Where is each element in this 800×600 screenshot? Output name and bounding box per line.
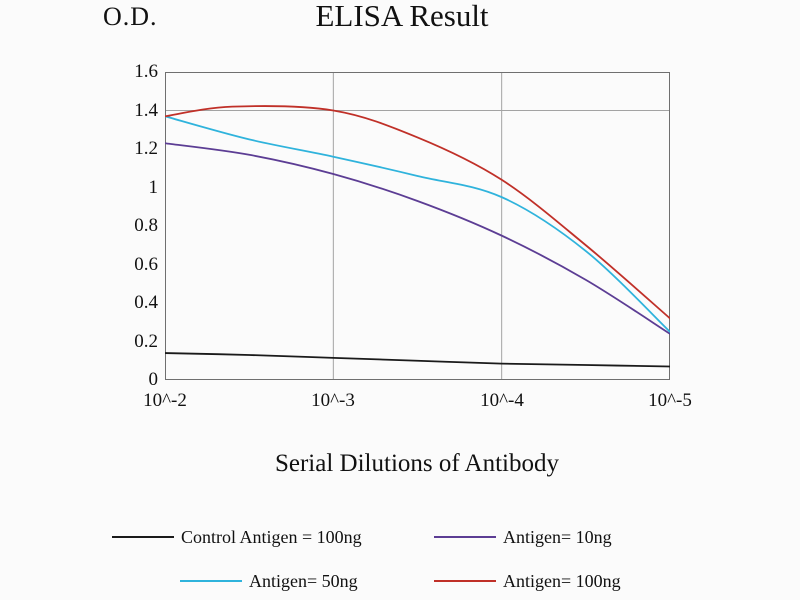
legend-line-sample-control — [112, 536, 174, 538]
legend-line-sample-50ng — [180, 580, 242, 582]
legend-label: Control Antigen = 100ng — [181, 526, 362, 547]
legend-label: Antigen= 100ng — [503, 570, 621, 591]
x-axis-title: Serial Dilutions of Antibody — [274, 450, 560, 477]
legend-item: Antigen= 100ng — [434, 569, 621, 593]
y-axis-unit-label: O.D. — [103, 2, 158, 31]
legend-item: Antigen= 10ng — [434, 525, 612, 549]
legend-label: Antigen= 50ng — [249, 570, 358, 591]
legend-item: Control Antigen = 100ng — [112, 525, 362, 549]
y-tick-label: 1.4 — [134, 99, 158, 121]
y-tick-label: 0.2 — [134, 330, 158, 352]
x-tick-label: 10^-3 — [311, 390, 355, 411]
y-tick-label: 0.6 — [134, 253, 158, 275]
chart-title: ELISA Result — [315, 0, 489, 33]
x-tick-label: 10^-2 — [143, 390, 187, 411]
y-tick-label: 1.2 — [134, 138, 158, 159]
y-tick-label: 1.6 — [134, 61, 158, 82]
legend-item: Antigen= 50ng — [180, 569, 358, 593]
legend-line-sample-10ng — [434, 536, 496, 538]
legend-label: Antigen= 10ng — [503, 526, 612, 547]
y-tick-label: 0 — [148, 369, 159, 390]
plot-svg — [165, 72, 670, 380]
x-tick-label: 10^-5 — [648, 390, 692, 411]
y-tick-label: 0.4 — [134, 292, 158, 313]
y-tick-label: 0.8 — [134, 215, 158, 236]
y-tick-label: 1 — [148, 176, 159, 198]
legend-line-sample-100ng — [434, 580, 496, 582]
x-tick-label: 10^-4 — [480, 390, 524, 411]
